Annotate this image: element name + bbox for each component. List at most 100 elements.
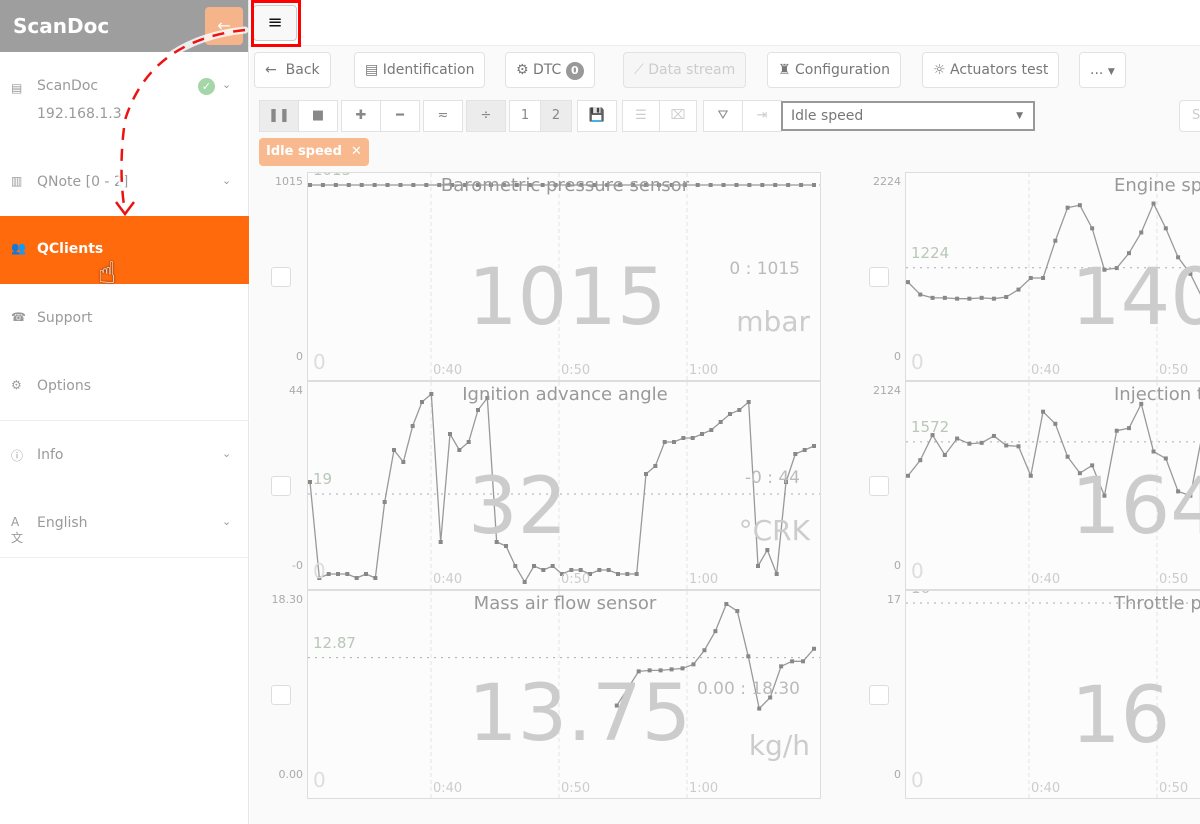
x-tick-label: 0:50 xyxy=(561,363,591,378)
data-point xyxy=(437,183,442,187)
data-point xyxy=(779,664,784,669)
data-point xyxy=(644,183,648,187)
fit-button[interactable]: ÷ xyxy=(466,100,506,132)
data-point xyxy=(494,540,499,544)
chart-panel: 18.30 0.00 Mass air flow sensor 13.75 0.… xyxy=(259,590,823,799)
apply-filter-button[interactable]: ⇥ xyxy=(742,100,782,132)
min-label: 0 xyxy=(313,768,326,792)
search-input[interactable]: S xyxy=(1179,100,1200,132)
parameter-select[interactable]: Idle speed ▼ xyxy=(781,101,1035,131)
back-button[interactable]: ← Back xyxy=(254,52,331,88)
close-icon[interactable]: ✕ xyxy=(351,144,362,159)
data-point xyxy=(1028,275,1033,280)
data-point xyxy=(1065,205,1070,210)
x-tick-label: 0:40 xyxy=(1031,363,1061,378)
data-point xyxy=(605,183,610,187)
data-point xyxy=(614,703,619,708)
select-chart-checkbox[interactable] xyxy=(271,476,291,496)
button-label: Actuators test xyxy=(950,62,1049,78)
configuration-button[interactable]: ♜ Configuration xyxy=(767,52,901,88)
min-label: 0 xyxy=(313,350,326,374)
data-point xyxy=(616,572,620,576)
clear-filter-button[interactable]: ⛛ xyxy=(703,100,743,132)
y-max-label: 17 xyxy=(887,593,901,606)
data-point xyxy=(658,668,663,673)
select-chart-checkbox[interactable] xyxy=(869,685,889,705)
select-chart-checkbox[interactable] xyxy=(271,267,291,287)
data-point xyxy=(634,572,639,576)
data-point xyxy=(918,292,923,297)
pause-icon: ❚❚ xyxy=(268,108,290,123)
data-point xyxy=(333,183,338,187)
dtc-button[interactable]: ⚙ DTC 0 xyxy=(505,52,595,88)
more-button[interactable]: ... ▼ xyxy=(1079,52,1126,88)
data-point xyxy=(504,544,508,548)
data-point xyxy=(566,183,571,187)
x-tick-label: 1:00 xyxy=(689,781,719,796)
sidebar-item-support[interactable]: ☎ Support xyxy=(0,310,249,330)
data-point xyxy=(721,183,726,187)
chart-title: Barometric pressure sensor xyxy=(440,175,690,196)
engine-icon: ⚙ xyxy=(516,62,529,78)
select-chart-checkbox[interactable] xyxy=(869,267,889,287)
data-point xyxy=(1041,275,1046,280)
data-point xyxy=(735,609,740,614)
sidebar-item-label: Info xyxy=(37,447,64,463)
menu-button[interactable]: ≡ xyxy=(253,5,297,41)
data-point xyxy=(1139,230,1144,235)
current-value: 32 xyxy=(468,462,568,552)
divider xyxy=(0,557,249,558)
layout-2-button[interactable]: 2 xyxy=(540,100,572,132)
stop-button[interactable]: ■ xyxy=(298,100,338,132)
clear-button[interactable]: ⌧ xyxy=(659,100,697,132)
save-button[interactable]: 💾 xyxy=(577,100,617,132)
data-point xyxy=(746,654,751,659)
actuators-test-button[interactable]: ☼ Actuators test xyxy=(922,52,1060,88)
sidebar-item-scandoc[interactable]: ▤ ScanDoc 192.168.1.3 ✓ ⌄ xyxy=(0,78,249,138)
chevron-down-icon: ⌄ xyxy=(222,447,232,460)
chevron-down-icon: ⌄ xyxy=(222,515,232,528)
sidebar-item-label: ScanDoc xyxy=(37,78,99,94)
identification-button[interactable]: ▤ Identification xyxy=(354,52,486,88)
data-stream-button[interactable]: ⟋ Data stream xyxy=(623,52,747,88)
sidebar-item-qclients[interactable]: 👥 QClients ☝ xyxy=(0,216,249,291)
data-point xyxy=(906,280,910,285)
min-label: 0 xyxy=(911,768,924,792)
data-point xyxy=(398,183,403,187)
data-point xyxy=(1090,463,1095,468)
select-chart-checkbox[interactable] xyxy=(869,476,889,496)
sidebar-item-language[interactable]: A文 English ⌄ xyxy=(0,515,249,545)
app-title: ScanDoc xyxy=(13,14,110,38)
average-label: 1015 xyxy=(313,173,351,179)
caret-down-icon: ▼ xyxy=(1107,67,1115,77)
data-point xyxy=(647,668,652,673)
data-point xyxy=(450,183,455,187)
data-point xyxy=(774,572,779,576)
x-tick-label: 0:50 xyxy=(1159,363,1189,378)
zoom-out-button[interactable]: ━ xyxy=(380,100,420,132)
data-point xyxy=(790,659,795,664)
list-button[interactable]: ☰ xyxy=(622,100,660,132)
chart-area: Mass air flow sensor 13.75 0.00 : 18.30 … xyxy=(307,590,821,799)
data-point xyxy=(1016,287,1021,292)
sidebar-item-options[interactable]: ⚙ Options xyxy=(0,378,249,398)
sidebar-item-info[interactable]: ⓘ Info ⌄ xyxy=(0,447,249,467)
layout-1-button[interactable]: 1 xyxy=(509,100,541,132)
zoom-in-button[interactable]: ✚ xyxy=(341,100,381,132)
collapse-sidebar-button[interactable]: ← xyxy=(205,7,243,45)
data-point xyxy=(514,183,519,187)
data-point xyxy=(1151,201,1156,206)
pause-button[interactable]: ❚❚ xyxy=(259,100,299,132)
chart-panel: 17 0 Throttle position 16 16 0 0:400:501… xyxy=(857,590,1200,799)
data-point xyxy=(373,576,378,580)
data-point xyxy=(392,448,396,452)
data-point xyxy=(765,548,770,552)
sidebar-item-qnote[interactable]: ▥ QNote [0 - 2] ⌄ xyxy=(0,174,249,194)
chart-panel: 2124 0 Injection time 164 1572 0 0:40 0:5… xyxy=(857,381,1200,590)
data-point xyxy=(372,183,377,187)
arrow-to-line-icon: ⇥ xyxy=(756,108,768,123)
y-max-label: 44 xyxy=(289,384,303,397)
select-chart-checkbox[interactable] xyxy=(271,685,291,705)
smooth-button[interactable]: ≂ xyxy=(423,100,463,132)
list-icon: ☰ xyxy=(635,108,647,123)
